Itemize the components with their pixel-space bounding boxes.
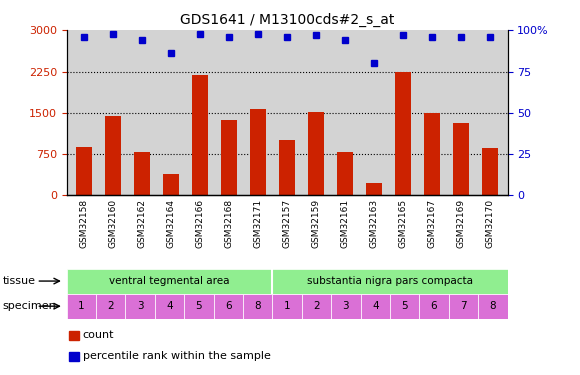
Bar bbox=[221, 120, 237, 195]
Text: GSM32157: GSM32157 bbox=[282, 199, 292, 248]
Bar bbox=[273, 294, 302, 319]
Text: GSM32161: GSM32161 bbox=[340, 199, 350, 248]
Text: 2: 2 bbox=[313, 301, 320, 311]
Bar bbox=[366, 183, 382, 195]
Bar bbox=[482, 147, 498, 195]
Bar bbox=[331, 294, 361, 319]
Text: GSM32162: GSM32162 bbox=[137, 199, 147, 248]
Text: GSM32170: GSM32170 bbox=[485, 199, 495, 248]
Text: 4: 4 bbox=[372, 301, 379, 311]
Bar bbox=[105, 116, 121, 195]
Bar bbox=[70, 331, 79, 340]
Text: 6: 6 bbox=[431, 301, 437, 311]
Bar bbox=[424, 113, 440, 195]
Text: 5: 5 bbox=[401, 301, 408, 311]
Bar bbox=[390, 294, 419, 319]
Text: 8: 8 bbox=[255, 301, 261, 311]
Text: count: count bbox=[82, 330, 114, 340]
Text: GSM32169: GSM32169 bbox=[456, 199, 466, 248]
Bar bbox=[163, 174, 179, 195]
Bar bbox=[395, 72, 411, 195]
Text: GSM32159: GSM32159 bbox=[311, 199, 321, 248]
Bar bbox=[67, 294, 96, 319]
Bar bbox=[302, 294, 331, 319]
Bar bbox=[134, 152, 150, 195]
Bar bbox=[70, 352, 79, 361]
Bar bbox=[478, 294, 508, 319]
Text: GSM32163: GSM32163 bbox=[369, 199, 379, 248]
Bar bbox=[337, 152, 353, 195]
Title: GDS1641 / M13100cds#2_s_at: GDS1641 / M13100cds#2_s_at bbox=[180, 12, 394, 27]
Text: 3: 3 bbox=[137, 301, 143, 311]
Text: 5: 5 bbox=[195, 301, 202, 311]
Bar bbox=[453, 123, 469, 195]
Bar bbox=[250, 109, 266, 195]
Text: 4: 4 bbox=[166, 301, 173, 311]
Text: 2: 2 bbox=[107, 301, 114, 311]
Bar bbox=[184, 294, 213, 319]
Text: GSM32171: GSM32171 bbox=[253, 199, 263, 248]
Bar bbox=[67, 268, 273, 294]
Text: GSM32168: GSM32168 bbox=[224, 199, 234, 248]
Bar bbox=[308, 112, 324, 195]
Text: GSM32160: GSM32160 bbox=[108, 199, 118, 248]
Bar bbox=[76, 147, 92, 195]
Bar bbox=[243, 294, 273, 319]
Text: GSM32166: GSM32166 bbox=[195, 199, 205, 248]
Text: substantia nigra pars compacta: substantia nigra pars compacta bbox=[307, 276, 473, 286]
Text: 1: 1 bbox=[284, 301, 291, 311]
Text: percentile rank within the sample: percentile rank within the sample bbox=[82, 351, 270, 361]
Bar bbox=[279, 140, 295, 195]
Text: GSM32167: GSM32167 bbox=[427, 199, 437, 248]
Text: 7: 7 bbox=[460, 301, 467, 311]
Bar bbox=[125, 294, 155, 319]
Text: ventral tegmental area: ventral tegmental area bbox=[109, 276, 230, 286]
Bar bbox=[192, 75, 208, 195]
Text: 6: 6 bbox=[225, 301, 231, 311]
Text: specimen: specimen bbox=[3, 301, 57, 311]
Text: GSM32158: GSM32158 bbox=[79, 199, 89, 248]
Text: 8: 8 bbox=[490, 301, 496, 311]
Bar bbox=[213, 294, 243, 319]
Bar bbox=[155, 294, 184, 319]
Bar bbox=[273, 268, 508, 294]
Text: 1: 1 bbox=[78, 301, 85, 311]
Bar bbox=[419, 294, 449, 319]
Text: 3: 3 bbox=[343, 301, 349, 311]
Bar bbox=[96, 294, 125, 319]
Text: GSM32164: GSM32164 bbox=[166, 199, 176, 248]
Text: GSM32165: GSM32165 bbox=[398, 199, 408, 248]
Bar bbox=[361, 294, 390, 319]
Bar bbox=[449, 294, 478, 319]
Text: tissue: tissue bbox=[3, 276, 36, 286]
